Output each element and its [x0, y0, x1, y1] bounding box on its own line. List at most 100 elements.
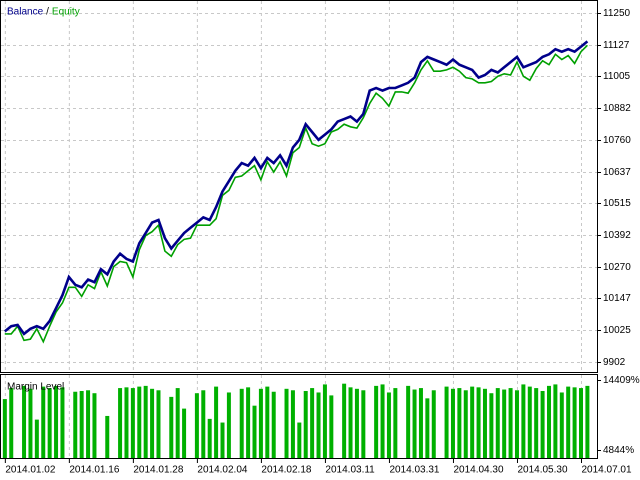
- bar: [207, 418, 212, 458]
- bar: [412, 389, 417, 458]
- marks-layer: [2, 40, 590, 458]
- y-tick-label: 9902: [603, 357, 626, 368]
- price-panel-frame: [0, 0, 598, 373]
- bar: [239, 388, 244, 458]
- bar: [73, 391, 78, 458]
- y-tick-label: 11127: [603, 40, 630, 51]
- legend-separator: /: [46, 7, 49, 18]
- bar: [482, 388, 487, 458]
- bar: [329, 395, 334, 458]
- bar: [175, 388, 180, 458]
- legend-balance: Balance: [7, 7, 44, 18]
- bar: [495, 388, 500, 458]
- y-tick-label: 10025: [603, 325, 631, 336]
- bar: [418, 388, 423, 458]
- bar: [585, 385, 590, 458]
- panel-title: Margin Level: [7, 382, 64, 393]
- bar: [457, 388, 462, 458]
- bar: [463, 390, 468, 458]
- bar: [86, 390, 91, 458]
- bar: [546, 385, 551, 458]
- bar: [393, 388, 398, 458]
- bar: [348, 387, 353, 458]
- bar: [124, 387, 129, 458]
- bar: [566, 386, 571, 458]
- y-tick-label: 11005: [603, 71, 631, 82]
- bar: [105, 415, 110, 458]
- bar: [425, 398, 430, 458]
- bar: [290, 390, 295, 458]
- bar: [41, 386, 46, 458]
- bar: [354, 388, 359, 458]
- bar: [22, 385, 27, 458]
- bar: [476, 387, 481, 458]
- bar: [137, 386, 142, 458]
- bar: [182, 408, 187, 458]
- bar: [450, 388, 455, 458]
- bar: [226, 392, 231, 458]
- x-tick-label: 2014.02.18: [261, 465, 311, 476]
- bar: [534, 388, 539, 458]
- y-tick-label: 14409%: [603, 375, 640, 386]
- bar: [47, 388, 52, 458]
- text-layer: Balance Margin Level / Equity 11250 11127 11…: [5, 7, 639, 476]
- y-tick-label: 10882: [603, 103, 631, 114]
- bar: [374, 385, 379, 458]
- bar: [310, 388, 315, 458]
- y-tick-label: 4844%: [603, 445, 634, 456]
- x-tick-label: 2014.03.31: [389, 465, 439, 476]
- bar: [92, 393, 97, 458]
- bar: [246, 387, 251, 458]
- bar: [342, 383, 347, 458]
- x-tick-label: 2014.01.28: [133, 465, 183, 476]
- bar: [156, 390, 161, 458]
- bar: [252, 405, 257, 458]
- bar: [431, 390, 436, 458]
- bar: [150, 388, 155, 458]
- bar: [540, 391, 545, 458]
- x-tick-label: 2014.04.30: [453, 465, 503, 476]
- bar: [322, 384, 327, 458]
- series-line: [3, 40, 589, 336]
- bar: [297, 422, 302, 458]
- bar: [559, 392, 564, 458]
- margin-panel-frame: [0, 374, 598, 459]
- bar: [79, 391, 84, 458]
- bar: [553, 384, 558, 458]
- bar: [201, 390, 206, 458]
- y-tick-label: 10515: [603, 198, 631, 209]
- bar: [508, 388, 513, 458]
- bar: [220, 422, 225, 458]
- series-line: [4, 44, 588, 344]
- bar: [444, 386, 449, 458]
- bar: [118, 388, 123, 458]
- bar: [258, 388, 263, 458]
- bar: [361, 390, 366, 458]
- y-tick-label: 10270: [603, 262, 631, 273]
- bar: [54, 385, 59, 458]
- bar: [130, 388, 135, 458]
- bar: [214, 386, 219, 458]
- bar: [265, 386, 270, 458]
- bar: [28, 388, 33, 458]
- bar: [271, 391, 276, 458]
- bar: [572, 387, 577, 458]
- x-tick-label: 2014.05.30: [517, 465, 567, 476]
- bar: [34, 419, 39, 458]
- bar: [386, 392, 391, 458]
- bar: [489, 393, 494, 458]
- x-tick-label: 2014.01.16: [69, 465, 119, 476]
- x-tick-label: 2014.01.02: [5, 465, 55, 476]
- bar: [316, 392, 321, 458]
- bar: [169, 396, 174, 458]
- bar: [514, 390, 519, 458]
- bar: [2, 399, 7, 458]
- y-tick-label: 10637: [603, 167, 631, 178]
- bar: [470, 386, 475, 458]
- bar: [143, 385, 148, 458]
- bar: [60, 387, 65, 458]
- bar: [194, 393, 199, 458]
- bar: [406, 385, 411, 458]
- x-tick-label: 2014.07.01: [581, 465, 631, 476]
